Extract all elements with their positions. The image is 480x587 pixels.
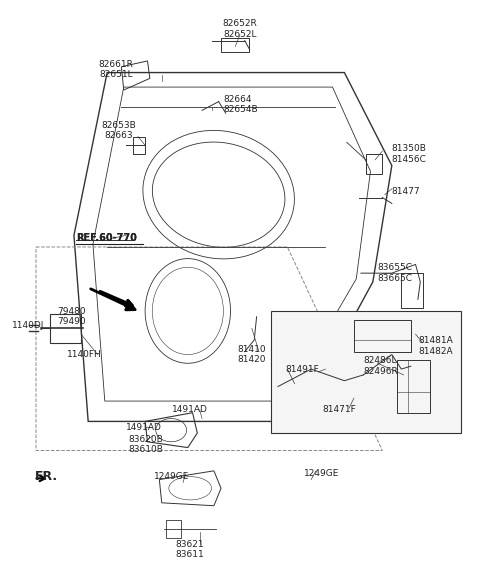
Bar <box>401 273 423 308</box>
Text: 82661R
82651L: 82661R 82651L <box>98 60 133 79</box>
Text: 81481A
81482A: 81481A 81482A <box>418 336 453 356</box>
Text: 81350B
81456C: 81350B 81456C <box>392 144 427 164</box>
Text: 81477: 81477 <box>392 187 420 196</box>
Text: 1249GE: 1249GE <box>304 469 339 478</box>
Text: 82653B
82663: 82653B 82663 <box>102 121 136 140</box>
Text: FR.: FR. <box>35 470 58 483</box>
Bar <box>133 137 145 154</box>
Text: 82652R
82652L: 82652R 82652L <box>223 19 257 39</box>
Text: 79480
79490: 79480 79490 <box>57 307 86 326</box>
Bar <box>366 154 383 174</box>
Bar <box>271 311 461 433</box>
Bar <box>221 38 250 52</box>
Text: REF.60-770: REF.60-770 <box>76 233 137 243</box>
Text: 83621
83611: 83621 83611 <box>176 539 204 559</box>
Text: 1491AD: 1491AD <box>172 405 208 414</box>
Text: 82486L
82496R: 82486L 82496R <box>363 356 398 376</box>
Bar <box>167 520 180 538</box>
Text: 83620B
83610B: 83620B 83610B <box>129 435 163 454</box>
Bar <box>354 320 411 352</box>
Text: 81491F: 81491F <box>285 365 319 373</box>
Text: 81410
81420: 81410 81420 <box>238 345 266 365</box>
Text: 1140FH: 1140FH <box>67 350 102 359</box>
Text: 81471F: 81471F <box>323 405 357 414</box>
Text: 83655C
83665C: 83655C 83665C <box>378 264 413 283</box>
Text: 82664
82654B: 82664 82654B <box>223 95 258 114</box>
Bar <box>50 314 81 343</box>
Text: 1491AD: 1491AD <box>126 423 162 431</box>
Text: REF.60-770: REF.60-770 <box>76 233 137 243</box>
Text: 1140DJ: 1140DJ <box>12 321 45 330</box>
Text: 1249GE: 1249GE <box>154 472 189 481</box>
Bar <box>396 360 430 413</box>
